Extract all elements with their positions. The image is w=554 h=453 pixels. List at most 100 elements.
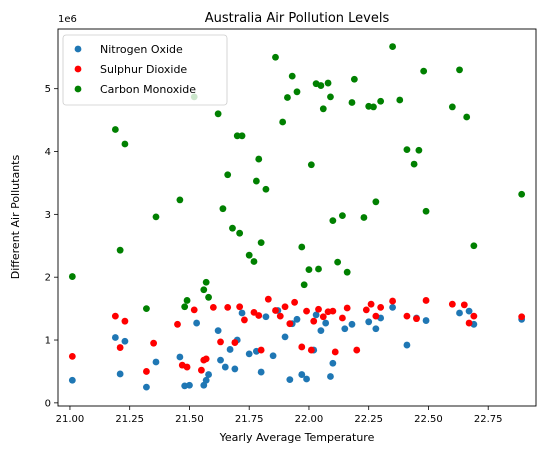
data-point <box>111 334 119 341</box>
data-point <box>460 301 468 309</box>
data-point <box>456 309 463 317</box>
data-point <box>219 205 227 213</box>
data-point <box>315 305 322 313</box>
data-point <box>224 171 232 179</box>
data-point <box>324 79 332 87</box>
data-point <box>331 348 339 356</box>
chart-title: Australia Air Pollution Levels <box>205 11 390 26</box>
y-tick-label: 2 <box>45 273 51 284</box>
data-point <box>236 303 244 311</box>
data-point <box>518 190 526 198</box>
y-tick-label: 0 <box>45 398 51 409</box>
data-point <box>186 381 193 389</box>
data-point <box>238 309 246 317</box>
data-point <box>272 53 279 61</box>
legend-box <box>62 34 228 106</box>
data-point <box>362 306 370 314</box>
data-point <box>415 146 423 154</box>
data-point <box>205 293 212 301</box>
data-point <box>143 305 150 313</box>
data-point <box>183 297 191 304</box>
y-tick-label: 5 <box>45 84 51 95</box>
data-point <box>339 212 346 220</box>
series-1 <box>68 295 526 375</box>
data-point <box>245 251 253 259</box>
data-point <box>372 325 380 333</box>
data-point <box>367 300 375 308</box>
data-point <box>284 94 291 101</box>
data-point <box>327 373 334 380</box>
x-tick-label: 22.00 <box>295 414 324 425</box>
data-point <box>281 303 289 311</box>
data-point <box>370 103 377 111</box>
data-point <box>312 311 320 319</box>
data-point <box>377 303 385 311</box>
data-point <box>343 268 351 276</box>
data-point <box>372 198 380 206</box>
data-point <box>152 358 160 366</box>
legend-label: Nitrogen Oxide <box>100 43 183 56</box>
data-point <box>198 366 205 374</box>
data-point <box>377 97 385 105</box>
data-point <box>322 319 330 327</box>
data-point <box>209 303 217 311</box>
data-point <box>143 368 150 375</box>
data-points <box>68 43 526 391</box>
data-point <box>262 185 270 193</box>
data-point <box>68 273 76 280</box>
data-point <box>348 320 356 328</box>
y-axis-ticks: 0 1 2 3 4 5 <box>45 84 58 409</box>
data-point <box>396 96 404 104</box>
data-point <box>307 346 315 354</box>
data-point <box>288 72 296 80</box>
data-point <box>518 313 526 321</box>
data-point <box>233 132 241 140</box>
x-tick-label: 21.75 <box>235 414 264 425</box>
data-point <box>116 344 124 351</box>
data-point <box>111 126 119 133</box>
legend-label: Sulphur Dioxide <box>100 63 187 76</box>
data-point <box>183 363 191 371</box>
data-point <box>319 313 327 321</box>
data-point <box>214 327 222 334</box>
legend: Nitrogen Oxide Sulphur Dioxide Carbon Mono… <box>62 34 228 106</box>
data-point <box>422 207 430 215</box>
data-point <box>257 239 265 247</box>
data-point <box>286 376 294 384</box>
data-point <box>264 295 272 303</box>
data-point <box>420 67 428 75</box>
data-point <box>111 312 119 320</box>
data-point <box>257 368 265 376</box>
data-point <box>305 266 313 274</box>
data-point <box>217 338 224 346</box>
x-tick-label: 21.25 <box>115 414 144 425</box>
data-point <box>255 155 263 163</box>
x-tick-label: 22.50 <box>414 414 443 425</box>
data-point <box>339 314 346 322</box>
data-point <box>329 359 337 367</box>
legend-label: Carbon Monoxide <box>100 83 196 96</box>
data-point <box>150 339 158 347</box>
data-point <box>470 242 478 250</box>
data-point <box>298 371 306 378</box>
data-point <box>152 213 160 221</box>
data-point <box>217 356 224 364</box>
data-point <box>372 312 380 320</box>
data-point <box>143 383 150 391</box>
data-point <box>241 316 248 324</box>
data-point <box>272 307 279 314</box>
x-tick-label: 21.50 <box>175 414 204 425</box>
data-point <box>68 376 76 384</box>
data-point <box>303 307 310 315</box>
data-point <box>317 82 325 89</box>
data-point <box>403 341 411 349</box>
data-point <box>200 286 208 294</box>
data-point <box>286 320 294 328</box>
data-point <box>250 258 258 265</box>
data-point <box>281 333 289 341</box>
data-point <box>300 281 308 289</box>
data-point <box>298 243 306 251</box>
data-point <box>448 103 456 111</box>
data-point <box>293 315 301 323</box>
data-point <box>341 325 349 333</box>
